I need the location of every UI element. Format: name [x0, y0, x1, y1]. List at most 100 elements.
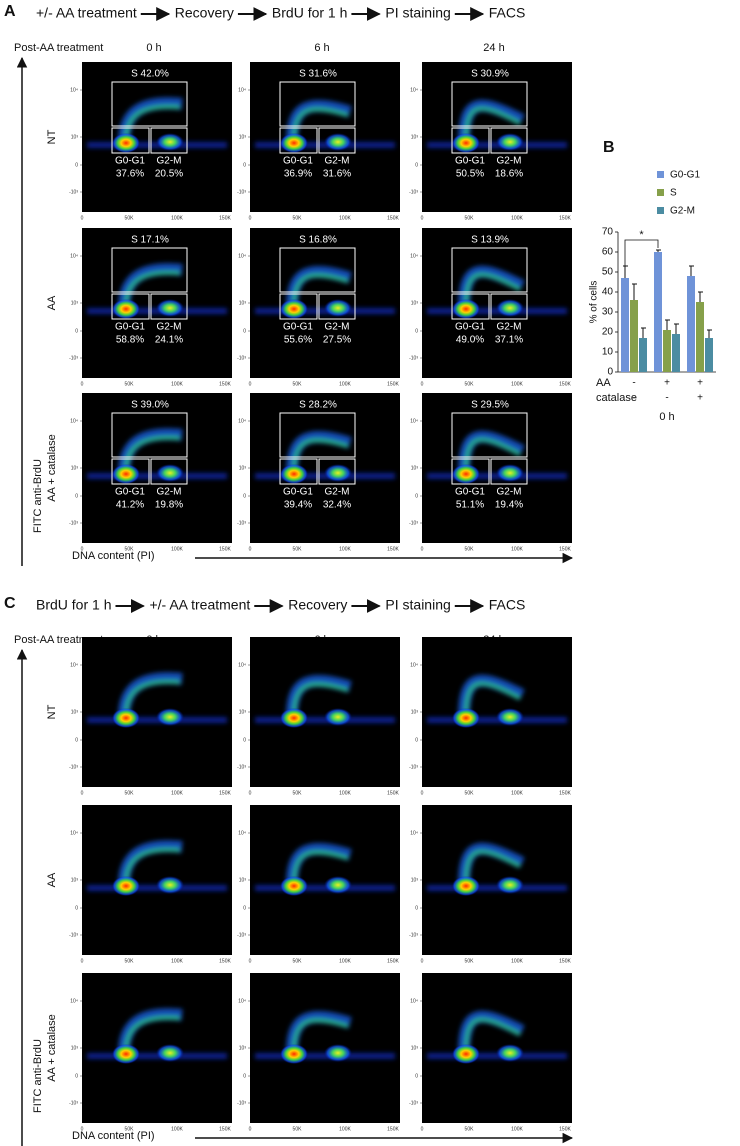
x-tick-label: 100K [511, 790, 523, 796]
time-label: 24 h [483, 42, 504, 54]
gate-g1-name: G0-G1 [115, 322, 145, 333]
x-tick-label: 50K [465, 1126, 475, 1132]
y-tick-label: 10³ [411, 465, 419, 471]
gate-g1 [111, 127, 150, 154]
y-tick-label: -10³ [409, 932, 418, 938]
y-tick-label: -10³ [237, 764, 246, 770]
x-tick-label: 100K [339, 958, 351, 964]
gate-s [279, 247, 356, 293]
plot-background [82, 393, 232, 543]
x-tick-label: 0 [81, 1126, 84, 1132]
x-tick-label: 100K [511, 546, 523, 552]
x-tick-label: 150K [219, 790, 231, 796]
error-bar [707, 329, 712, 338]
density-g1 [452, 464, 480, 484]
gate-g1-name: G0-G1 [455, 156, 485, 167]
y-tick-label: 10⁴ [238, 662, 246, 668]
flow-plot [250, 228, 400, 378]
y-tick-label: 0 [415, 493, 418, 499]
row-label: AA + catalase [46, 434, 58, 502]
gate-g2-name: G2-M [157, 156, 182, 167]
x-tick-label: 100K [171, 790, 183, 796]
bar [663, 330, 671, 372]
density-g2 [496, 1044, 524, 1062]
y-tick-label: 0 [415, 1073, 418, 1079]
y-tick-label: 10⁴ [70, 998, 78, 1004]
flow-plot [250, 973, 400, 1123]
y-axis-label: FITC anti-BrdU [32, 1039, 44, 1113]
density-g1 [112, 1044, 140, 1064]
x-tick-label: 100K [511, 215, 523, 221]
condition-sign: + [697, 378, 703, 389]
gate-g2 [490, 458, 528, 485]
density-g1 [280, 1044, 308, 1064]
x-tick-label: 0 [421, 790, 424, 796]
y-tick-label: 10³ [411, 300, 419, 306]
gate-g2 [318, 458, 356, 485]
y-tick-label: 10³ [411, 134, 419, 140]
gate-g2 [150, 127, 188, 154]
gate-g2 [318, 127, 356, 154]
gate-g1 [451, 458, 490, 485]
x-tick-label: 100K [171, 1126, 183, 1132]
density-g1 [112, 464, 140, 484]
x-tick-label: 0 [81, 381, 84, 387]
x-tick-label: 50K [125, 215, 135, 221]
x-tick-label: 50K [125, 381, 135, 387]
density-g1 [280, 299, 308, 319]
gate-s-label: S 30.9% [471, 69, 509, 80]
x-tick-label: 150K [559, 1126, 571, 1132]
condition-sign: - [632, 378, 635, 389]
y-tick-label: 10⁴ [238, 998, 246, 1004]
x-tick-label: 100K [511, 381, 523, 387]
workflow-step: Recovery [175, 5, 234, 21]
plot-background [422, 393, 572, 543]
y-tick-label: 10³ [239, 134, 247, 140]
condition-sign: + [697, 393, 703, 404]
legend-label: G2-M [670, 206, 695, 217]
y-tick-label: -10³ [69, 764, 78, 770]
gate-g1 [111, 293, 150, 320]
plot-background [250, 393, 400, 543]
density-g1 [452, 133, 480, 153]
plot-background [250, 62, 400, 212]
y-tick-label: 10⁴ [238, 418, 246, 424]
gate-g1-value: 51.1% [456, 500, 484, 511]
density-arc-core [124, 847, 181, 884]
workflow-step: FACS [489, 5, 526, 21]
density-arc-core [124, 679, 181, 716]
gate-g2-name: G2-M [325, 487, 350, 498]
density-g2 [496, 708, 524, 726]
y-tick-label: -10³ [69, 1100, 78, 1106]
x-tick-label: 0 [249, 790, 252, 796]
y-tick-label: -10³ [237, 189, 246, 195]
legend-swatch [657, 189, 664, 196]
x-tick-label: 150K [559, 381, 571, 387]
y-tick-label: 0 [75, 905, 78, 911]
x-tick-label: 0 [249, 381, 252, 387]
panel-letter: A [4, 3, 16, 20]
gate-g1-name: G0-G1 [283, 322, 313, 333]
significance-mark: * [639, 229, 644, 241]
plot-background [422, 62, 572, 212]
y-tick-label: -10³ [69, 355, 78, 361]
significance-bracket [624, 239, 659, 268]
gate-g1 [451, 127, 490, 154]
density-g1 [280, 464, 308, 484]
gate-g2 [490, 293, 528, 320]
y-tick-label: -10³ [237, 355, 246, 361]
y-tick-label: 20 [602, 327, 614, 338]
gate-s [111, 81, 188, 127]
plot-background [250, 973, 400, 1123]
y-tick-label: 10³ [71, 877, 79, 883]
density-g1 [280, 876, 308, 896]
density-g2 [156, 464, 184, 482]
density-g1 [112, 708, 140, 728]
gate-g1-value: 41.2% [116, 500, 144, 511]
y-axis-label: % of cells [589, 281, 600, 324]
legend-swatch [657, 171, 664, 178]
y-tick-label: 10³ [411, 877, 419, 883]
x-tick-label: 50K [125, 790, 135, 796]
gate-s [111, 412, 188, 458]
